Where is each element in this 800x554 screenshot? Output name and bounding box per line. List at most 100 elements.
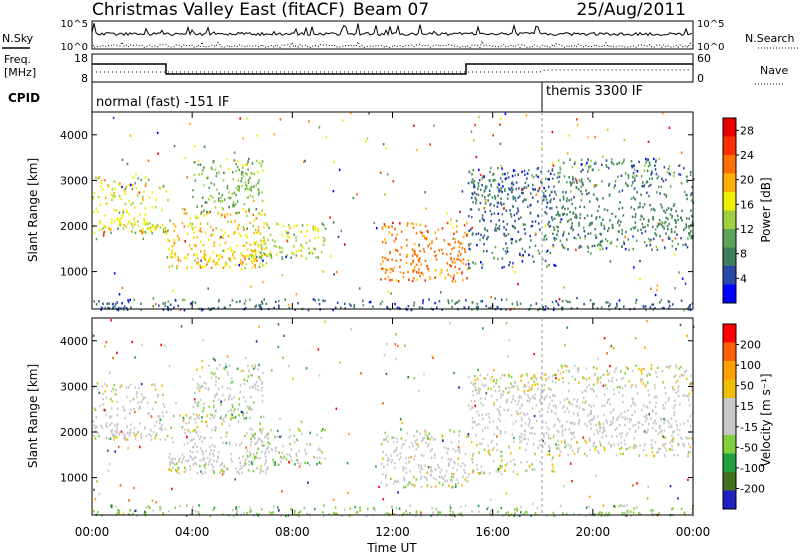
range-cell: [239, 444, 241, 447]
range-cell: [494, 226, 497, 229]
range-cell: [551, 167, 554, 171]
range-cell: [230, 220, 232, 224]
range-cell: [438, 300, 441, 303]
range-cell: [205, 420, 208, 423]
range-cell: [499, 123, 501, 126]
range-cell: [621, 511, 624, 515]
range-cell: [521, 260, 524, 263]
cpid-segment-2: themis 3300 IF: [546, 84, 643, 99]
range-cell: [662, 180, 665, 183]
y-tick-label: 2000: [60, 220, 88, 233]
range-cell: [186, 442, 189, 445]
range-cell: [580, 199, 583, 202]
range-cell: [451, 486, 453, 489]
range-cell: [533, 380, 535, 383]
range-cell: [492, 420, 495, 423]
range-cell: [403, 512, 405, 515]
range-cell: [155, 434, 157, 437]
range-cell: [650, 170, 653, 173]
range-cell: [164, 344, 166, 348]
range-cell: [104, 410, 107, 413]
range-cell: [240, 177, 243, 180]
range-cell: [390, 477, 392, 481]
range-cell: [641, 222, 644, 226]
range-cell: [561, 376, 564, 380]
range-cell: [658, 157, 661, 160]
range-cell: [427, 230, 429, 234]
range-cell: [679, 423, 682, 426]
range-cell: [413, 277, 415, 280]
range-cell: [194, 145, 196, 148]
range-cell: [245, 172, 247, 175]
range-cell: [381, 300, 384, 303]
range-cell: [477, 182, 480, 185]
range-cell: [237, 227, 239, 231]
range-cell: [554, 412, 557, 415]
range-cell: [189, 417, 191, 420]
range-cell: [594, 448, 596, 451]
range-cell: [592, 444, 595, 448]
range-cell: [378, 485, 380, 489]
range-cell: [230, 418, 232, 421]
range-cell: [688, 305, 690, 309]
range-cell: [674, 374, 677, 377]
range-cell: [207, 386, 210, 390]
range-cell: [142, 230, 144, 234]
range-cell: [675, 420, 677, 423]
range-cell: [244, 244, 246, 247]
range-cell: [230, 377, 233, 380]
range-cell: [475, 202, 477, 205]
range-cell: [558, 159, 560, 162]
range-cell: [575, 440, 578, 444]
range-cell: [250, 461, 253, 464]
range-cell: [574, 422, 576, 425]
range-cell: [96, 382, 99, 385]
range-cell: [626, 366, 628, 369]
range-cell: [559, 372, 562, 375]
range-cell: [396, 249, 398, 252]
range-cell: [415, 512, 418, 515]
range-cell: [211, 463, 213, 466]
range-cell: [662, 435, 665, 438]
range-cell: [203, 184, 205, 187]
range-cell: [324, 320, 326, 323]
range-cell: [492, 179, 494, 183]
range-cell: [262, 280, 264, 284]
range-cell: [468, 170, 471, 174]
range-cell: [396, 233, 398, 236]
range-cell: [646, 169, 649, 173]
range-cell: [580, 158, 583, 161]
range-cell: [466, 268, 469, 271]
range-cell: [406, 255, 408, 258]
range-cell: [186, 435, 188, 439]
range-cell: [127, 431, 129, 435]
range-cell: [627, 184, 629, 188]
range-cell: [496, 468, 499, 472]
range-cell: [461, 242, 463, 245]
range-cell: [515, 187, 517, 191]
range-cell: [671, 215, 673, 218]
range-cell: [246, 236, 248, 239]
range-cell: [519, 411, 522, 415]
range-cell: [110, 319, 112, 322]
range-cell: [243, 302, 246, 305]
range-cell: [672, 174, 675, 178]
range-cell: [165, 410, 168, 414]
range-cell: [551, 216, 553, 219]
range-cell: [653, 157, 655, 161]
range-cell: [194, 226, 197, 229]
range-cell: [510, 401, 513, 404]
range-cell: [136, 194, 139, 197]
range-cell: [476, 392, 478, 395]
range-cell: [135, 173, 137, 176]
range-cell: [656, 289, 658, 292]
range-cell: [557, 439, 559, 442]
range-cell: [177, 258, 180, 262]
range-cell: [442, 439, 444, 442]
range-cell: [281, 257, 284, 260]
range-cell: [528, 386, 531, 389]
range-cell: [380, 263, 382, 266]
range-cell: [214, 372, 216, 375]
range-cell: [477, 184, 480, 188]
range-cell: [618, 391, 620, 394]
